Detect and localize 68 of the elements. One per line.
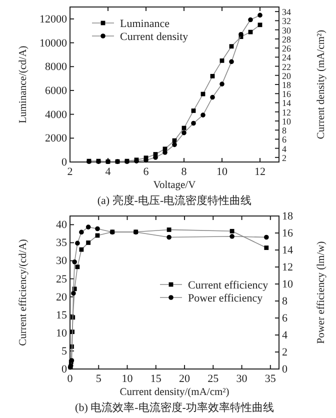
- y2-tick-label: 4: [282, 144, 287, 154]
- y-tick-label: 0: [62, 364, 68, 376]
- y2-tick-label: 18: [282, 210, 294, 222]
- y2-tick-label: 2: [282, 152, 286, 163]
- x-tick-label: 10: [216, 166, 228, 178]
- text: (b) 电流效率-电流密度-功率效率特性曲线: [75, 401, 274, 414]
- y-tick-label: 8000: [45, 61, 68, 74]
- y2-tick-label: 10: [282, 116, 292, 126]
- legend-label: Luminance: [120, 18, 170, 30]
- y2-tick-label: 6: [282, 312, 288, 324]
- x-tick-label: 4: [105, 166, 112, 178]
- y2-axis-title: Current density (mA/cm²): [316, 29, 327, 140]
- x-tick-label: 15: [150, 373, 162, 385]
- y-axis-title: Luminance/(cd/A): [18, 45, 29, 124]
- y-tick-label: 25: [56, 273, 68, 286]
- y-tick-label: 10: [56, 327, 68, 340]
- y2-tick-label: 18: [282, 80, 292, 90]
- y2-tick-label: 0: [282, 364, 288, 376]
- y2-tick-label: 12: [282, 262, 293, 274]
- y2-tick-label: 30: [282, 25, 292, 36]
- y2-tick-label: 34: [282, 7, 292, 18]
- x-tick-label: 8: [181, 166, 188, 178]
- y-axis-title: Current efficiency/(cd/A): [18, 238, 29, 346]
- y2-tick-label: 32: [282, 16, 291, 26]
- y-tick-label: 0: [62, 156, 68, 168]
- x-tick-label: 35: [264, 373, 276, 385]
- y2-tick-label: 12: [282, 107, 291, 118]
- y2-tick-label: 6: [282, 134, 287, 145]
- y2-tick-label: 2: [282, 346, 288, 358]
- y2-tick-label: 4: [282, 330, 288, 342]
- y2-tick-label: 24: [282, 52, 292, 63]
- y-tick-label: 30: [56, 255, 68, 268]
- y2-tick-label: 22: [282, 62, 291, 72]
- y-tick-label: 2000: [45, 132, 68, 145]
- y2-tick-label: 8: [282, 296, 288, 308]
- x-tick-label: 20: [179, 373, 191, 385]
- x-tick-label: 2: [67, 166, 73, 178]
- y2-tick-label: 16: [282, 228, 294, 240]
- y-tick-label: 5: [62, 345, 68, 358]
- y-tick-label: 20: [56, 291, 68, 304]
- legend-label: Current density: [120, 31, 189, 43]
- y2-tick-label: 14: [282, 244, 294, 256]
- x-tick-label: 6: [143, 166, 150, 178]
- text: (a) 亮度-电压-电流密度特性曲线: [97, 194, 252, 207]
- legend-label: Current efficiency: [188, 280, 269, 292]
- y-tick-label: 12000: [40, 13, 68, 26]
- y2-axis-title: Power efficiency (lm/w): [316, 240, 327, 344]
- y-tick-label: 35: [56, 237, 68, 250]
- x-tick-label: 5: [96, 373, 102, 385]
- y-tick-label: 15: [56, 309, 68, 322]
- y2-tick-label: 20: [282, 70, 292, 81]
- y2-tick-label: 14: [282, 98, 292, 108]
- y2-tick-label: 8: [282, 126, 287, 136]
- x-axis-title: Voltage/V: [153, 180, 196, 191]
- y2-tick-label: 28: [282, 34, 292, 44]
- y-tick-label: 40: [56, 219, 68, 232]
- x-axis-title: Current density/(mA/cm²): [120, 387, 230, 398]
- y-tick-label: 6000: [45, 84, 68, 97]
- y2-tick-label: 26: [282, 44, 292, 54]
- legend-label: Power efficiency: [188, 292, 264, 304]
- x-tick-label: 10: [122, 373, 134, 385]
- y2-tick-label: 10: [282, 278, 294, 290]
- x-tick-label: 12: [254, 166, 266, 178]
- y-tick-label: 10000: [40, 37, 68, 50]
- x-tick-label: 30: [236, 373, 248, 385]
- y-tick-label: 4000: [45, 108, 68, 121]
- y2-tick-label: 16: [282, 89, 292, 100]
- x-tick-label: 25: [208, 373, 220, 385]
